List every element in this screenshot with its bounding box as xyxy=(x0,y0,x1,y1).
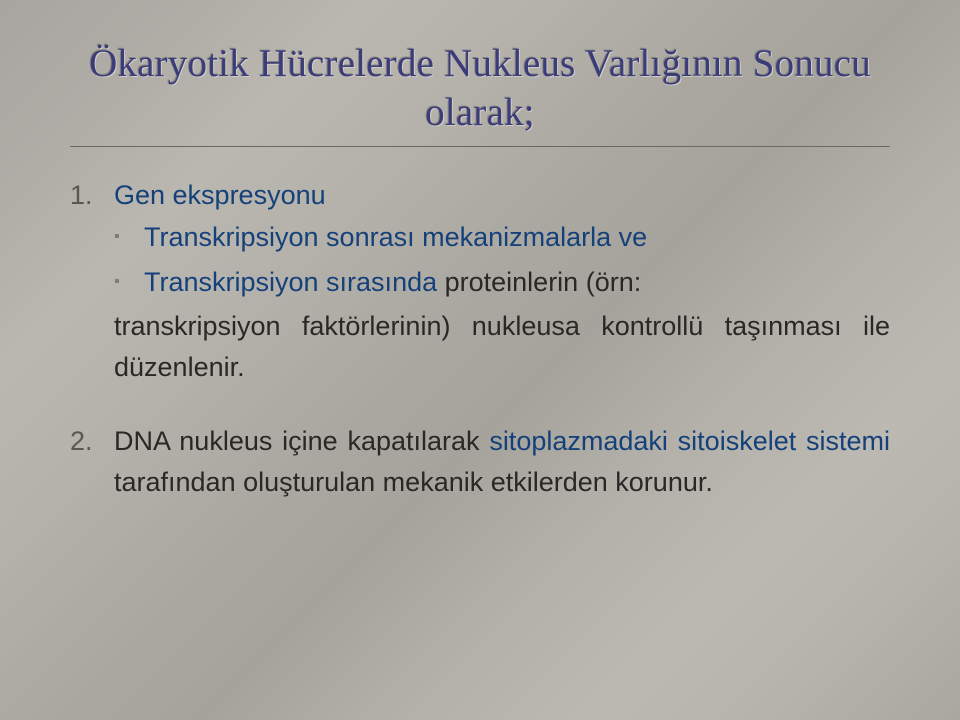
slide-title: Ökaryotik Hücrelerde Nukleus Varlığının … xyxy=(70,40,890,138)
sub-text-1: Transkripsiyon sonrası mekanizmalarla ve xyxy=(144,217,647,258)
sub-list: ▪ Transkripsiyon sonrası mekanizmalarla … xyxy=(114,217,890,387)
title-underline xyxy=(70,146,890,147)
lead-text: Gen ekspresyonu xyxy=(114,180,326,210)
tail-text: transkripsiyon faktörlerinin) nukleusa k… xyxy=(114,306,890,387)
list-marker: 1. xyxy=(70,175,114,388)
p2-b: tarafından oluşturulan mekanik etkilerde… xyxy=(114,467,713,497)
sub-text-2-suffix: proteinlerin (örn: xyxy=(445,267,642,297)
p2-link: sitoplazmadaki sitoiskelet sistemi xyxy=(489,426,890,456)
p2-a: DNA nukleus içine kapatılarak xyxy=(114,426,489,456)
list-item-2: 2. DNA nukleus içine kapatılarak sitopla… xyxy=(70,421,890,502)
title-block: Ökaryotik Hücrelerde Nukleus Varlığının … xyxy=(70,40,890,138)
sub-text-2-prefix: Transkripsiyon sırasında xyxy=(144,267,445,297)
body-content: 1. Gen ekspresyonu ▪ Transkripsiyon sonr… xyxy=(70,175,890,503)
title-line-2: olarak; xyxy=(425,91,535,134)
list-marker: 2. xyxy=(70,421,114,502)
bullet-icon: ▪ xyxy=(114,262,144,303)
list-item-1: 1. Gen ekspresyonu ▪ Transkripsiyon sonr… xyxy=(70,175,890,388)
list-content-1: Gen ekspresyonu ▪ Transkripsiyon sonrası… xyxy=(114,175,890,388)
list-content-2: DNA nukleus içine kapatılarak sitoplazma… xyxy=(114,421,890,502)
sub-text-2: Transkripsiyon sırasında proteinlerin (ö… xyxy=(144,262,641,303)
sub-item-2: ▪ Transkripsiyon sırasında proteinlerin … xyxy=(114,262,890,303)
title-line-1: Ökaryotik Hücrelerde Nukleus Varlığının … xyxy=(89,42,871,85)
bullet-icon: ▪ xyxy=(114,217,144,258)
sub-item-1: ▪ Transkripsiyon sonrası mekanizmalarla … xyxy=(114,217,890,258)
slide: Ökaryotik Hücrelerde Nukleus Varlığının … xyxy=(0,0,960,720)
